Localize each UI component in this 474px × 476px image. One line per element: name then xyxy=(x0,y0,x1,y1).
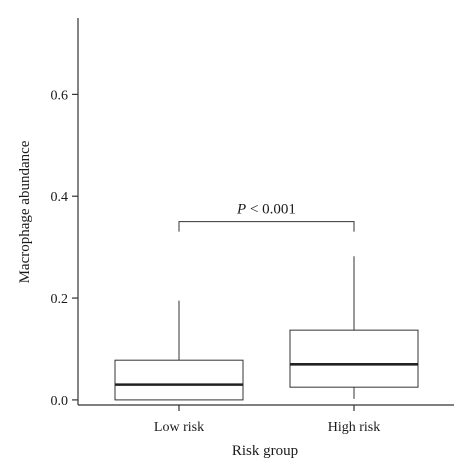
y-tick-label: 0.0 xyxy=(51,394,69,409)
box-iqr xyxy=(289,329,419,388)
x-tick-label: High risk xyxy=(328,420,381,435)
x-axis-title: Risk group xyxy=(232,443,298,459)
x-tick-label: Low risk xyxy=(154,420,204,435)
y-tick-label: 0.6 xyxy=(51,88,69,103)
significance-annotation: P < 0.001 xyxy=(178,202,355,232)
x-axis-ticks: Low risk High risk xyxy=(154,405,380,435)
y-axis-title: Macrophage abundance xyxy=(17,140,33,283)
p-value-label: P < 0.001 xyxy=(236,202,296,218)
plot-axes xyxy=(77,18,454,406)
y-tick-label: 0.2 xyxy=(51,292,69,307)
y-axis-ticks: 0.0 0.2 0.4 0.6 xyxy=(51,88,78,409)
boxes xyxy=(114,256,419,401)
y-tick-label: 0.4 xyxy=(51,190,69,205)
box-low-risk xyxy=(114,300,244,401)
box-iqr xyxy=(114,359,244,401)
significance-bracket xyxy=(178,221,355,232)
box-high-risk xyxy=(289,256,419,399)
